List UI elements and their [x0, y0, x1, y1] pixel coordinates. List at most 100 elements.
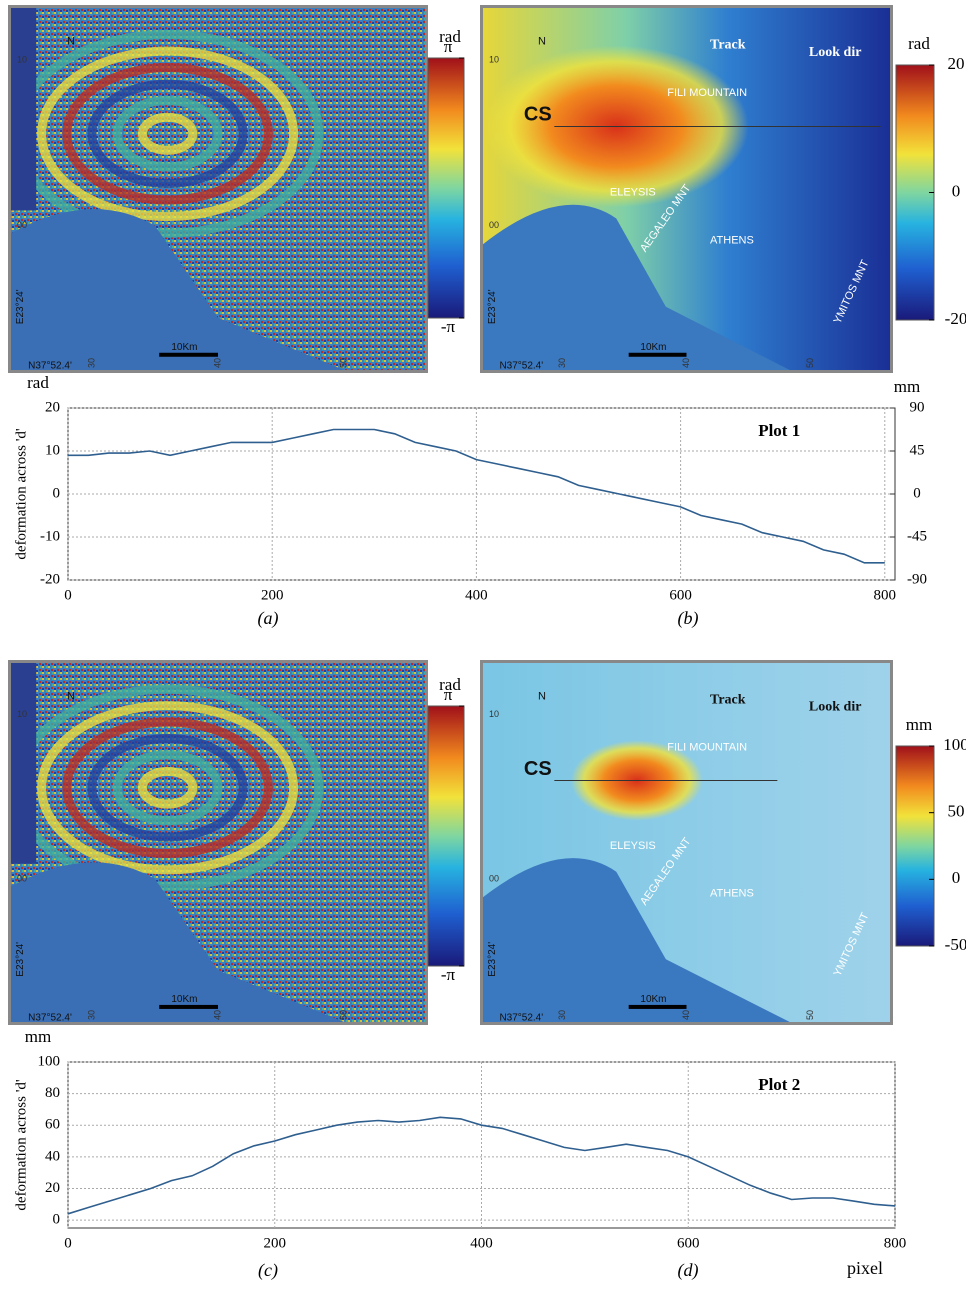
land-strip: [11, 663, 36, 864]
y-axis-label: deformation across 'd': [13, 1079, 29, 1210]
y-tick-label: 40: [45, 1148, 60, 1164]
map-label: Look dir: [809, 45, 862, 60]
map-label: FILI MOUNTAIN: [667, 87, 747, 99]
map-label: E23°24': [15, 289, 26, 324]
map-label: ELEYSIS: [610, 840, 656, 852]
edge-tick-label: 30: [557, 1010, 567, 1020]
edge-tick-label: 40: [681, 1010, 691, 1020]
colorbar-tick-label: -50: [945, 935, 966, 954]
scale-bar: [629, 1005, 687, 1009]
edge-tick-label: 30: [86, 358, 96, 368]
edge-tick-label: 00: [489, 220, 499, 230]
plot-title: Plot 1: [758, 421, 800, 440]
map-label: Look dir: [809, 700, 862, 715]
y-tick-label: 10: [45, 442, 60, 458]
y2-unit: mm: [894, 377, 920, 396]
y2-tick-label: -90: [907, 571, 927, 587]
figure: NE23°24'N37°52.4'10Km1000304050radπ-πNTr…: [0, 0, 966, 1291]
y-axis-label: deformation across 'd': [13, 428, 29, 559]
map-label: N37°52.4': [28, 360, 72, 371]
colorbar-unit: rad: [908, 34, 930, 53]
y-tick-label: 100: [38, 1053, 61, 1069]
colorbar: [896, 746, 934, 946]
y2-tick-label: 45: [910, 442, 925, 458]
map-label: N: [67, 690, 75, 702]
map-label: N37°52.4': [499, 1012, 543, 1023]
y-unit: rad: [27, 373, 49, 392]
edge-tick-label: 10: [489, 55, 499, 65]
x-axis-label: pixel: [847, 1258, 883, 1278]
map-label: N: [538, 36, 546, 48]
map-label: N37°52.4': [28, 1012, 72, 1023]
x-tick-label: 600: [677, 1235, 700, 1251]
x-tick-label: 400: [470, 1235, 493, 1251]
colorbar-tick-label: 0: [952, 181, 961, 200]
x-tick-label: 200: [264, 1235, 287, 1251]
map-label: CS: [524, 758, 552, 780]
y-tick-label: 20: [45, 399, 60, 415]
edge-tick-label: 30: [557, 358, 567, 368]
edge-tick-label: 30: [86, 1010, 96, 1020]
edge-tick-label: 40: [681, 358, 691, 368]
edge-tick-label: 50: [805, 358, 815, 368]
map-label: E23°24': [15, 942, 26, 977]
map-label: 10Km: [640, 342, 666, 353]
y-tick-label: 0: [53, 485, 61, 501]
scale-bar: [629, 353, 687, 357]
y-tick-label: 80: [45, 1085, 60, 1101]
y2-tick-label: -45: [907, 528, 927, 544]
map-label: CS: [524, 104, 552, 126]
edge-tick-label: 50: [338, 1010, 348, 1020]
x-tick-label: 0: [64, 587, 72, 603]
panel-caption: (a): [258, 608, 279, 629]
edge-tick-label: 10: [17, 709, 27, 719]
edge-tick-label: 10: [489, 709, 499, 719]
map-label: ELEYSIS: [610, 187, 656, 199]
x-tick-label: 800: [884, 1235, 907, 1251]
panel-caption: (c): [258, 1260, 278, 1281]
y-tick-label: -20: [40, 571, 60, 587]
edge-tick-label: 00: [17, 873, 27, 883]
colorbar-tick-label: -20: [945, 309, 966, 328]
colorbar-tick-label: -π: [441, 965, 456, 984]
edge-tick-label: 40: [212, 358, 222, 368]
map-label: 10Km: [171, 994, 197, 1005]
edge-tick-label: 00: [17, 220, 27, 230]
plot-title: Plot 2: [758, 1075, 800, 1094]
map-label: N: [538, 690, 546, 702]
colorbar: [428, 706, 464, 966]
x-tick-label: 200: [261, 587, 284, 603]
edge-tick-label: 00: [489, 873, 499, 883]
map-label: N37°52.4': [499, 360, 543, 371]
panel-caption: (d): [678, 1260, 699, 1281]
colorbar-tick-label: π: [444, 685, 453, 704]
colorbar-tick-label: -π: [441, 317, 456, 336]
map-label: Track: [710, 692, 746, 707]
map-label: 10Km: [171, 342, 197, 353]
map-label: Track: [710, 38, 746, 53]
colorbar-unit: mm: [906, 715, 932, 734]
x-tick-label: 0: [64, 1235, 72, 1251]
colorbar-tick-label: 20: [948, 54, 965, 73]
y-unit: mm: [25, 1027, 51, 1046]
y-tick-label: 60: [45, 1117, 60, 1133]
y-tick-label: 20: [45, 1180, 60, 1196]
edge-tick-label: 50: [805, 1010, 815, 1020]
edge-tick-label: 50: [338, 358, 348, 368]
y-tick-label: -10: [40, 528, 60, 544]
y2-tick-label: 0: [913, 485, 921, 501]
x-tick-label: 600: [669, 587, 692, 603]
colorbar-tick-label: 0: [952, 868, 961, 887]
map-label: 10Km: [640, 994, 666, 1005]
colorbar: [896, 65, 934, 320]
colorbar-tick-label: 50: [948, 802, 965, 821]
map-label: N: [67, 36, 75, 48]
y2-tick-label: 90: [910, 399, 925, 415]
scale-bar: [159, 1005, 218, 1009]
map-label: ATHENS: [710, 234, 754, 246]
edge-tick-label: 10: [17, 55, 27, 65]
x-tick-label: 800: [874, 587, 897, 603]
